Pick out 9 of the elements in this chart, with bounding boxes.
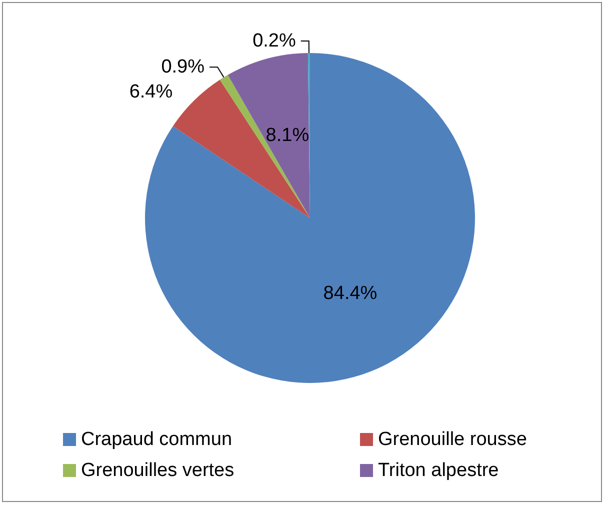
data-label: 8.1% [266,125,310,146]
data-label: 0.9% [161,56,205,78]
data-label: 0.2% [252,30,296,52]
data-label: 6.4% [129,82,173,103]
data-label: 84.4% [323,282,378,304]
legend-label: Grenouilles vertes [81,460,234,481]
legend-label: Crapaud commun [81,429,232,450]
legend-label: Grenouille rousse [378,429,527,450]
legend-label: Triton alpestre [378,460,499,481]
